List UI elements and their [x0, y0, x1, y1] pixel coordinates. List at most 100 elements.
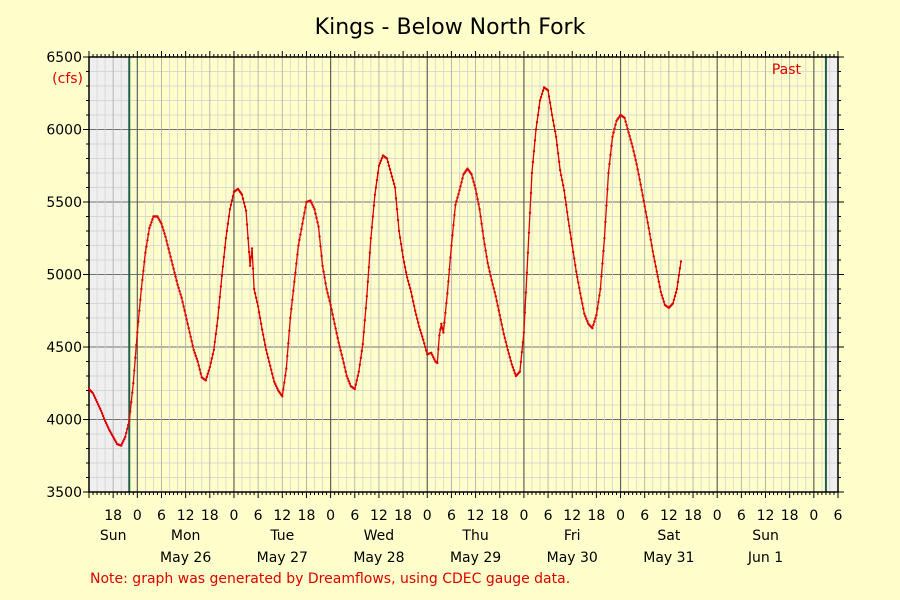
data-point — [196, 360, 199, 363]
data-point — [186, 322, 189, 325]
data-point — [346, 377, 349, 380]
data-point — [560, 179, 564, 182]
data-point — [348, 382, 351, 385]
data-point — [211, 353, 215, 356]
data-point — [641, 194, 644, 197]
data-point — [534, 128, 538, 131]
data-point — [121, 442, 124, 445]
data-point — [263, 343, 267, 347]
data-point — [316, 221, 319, 224]
data-point — [135, 343, 138, 347]
data-point — [324, 282, 327, 285]
grid-lines — [89, 56, 838, 493]
x-tick-label: 12 — [467, 508, 485, 524]
data-point — [359, 356, 363, 360]
data-point — [284, 374, 287, 377]
data-point — [165, 239, 168, 242]
data-point — [660, 293, 664, 297]
data-point — [262, 338, 266, 341]
data-point — [367, 266, 371, 269]
data-point — [387, 164, 391, 167]
data-point — [558, 168, 562, 172]
x-tick-label: 12 — [660, 508, 678, 524]
data-point — [500, 323, 503, 326]
data-point — [245, 223, 249, 226]
day-label: Wed — [364, 528, 395, 544]
data-point — [162, 229, 165, 232]
data-point — [344, 370, 347, 373]
data-point — [537, 106, 541, 109]
data-point — [339, 349, 342, 352]
data-point — [556, 152, 560, 155]
data-point — [570, 237, 573, 241]
data-point — [181, 300, 184, 304]
data-point — [472, 180, 475, 183]
x-tick-label: 0 — [809, 508, 818, 524]
data-point — [547, 95, 551, 98]
data-point — [111, 435, 115, 439]
data-point — [457, 192, 460, 196]
data-point — [433, 358, 436, 361]
data-point — [139, 298, 142, 302]
data-point — [326, 291, 329, 295]
data-point — [520, 350, 524, 354]
data-point — [260, 328, 264, 331]
x-tick-label: 18 — [394, 508, 412, 524]
data-point — [376, 171, 380, 175]
data-point — [312, 205, 315, 209]
data-point — [372, 204, 376, 207]
data-point — [528, 211, 532, 215]
data-point — [298, 238, 301, 242]
data-point — [598, 294, 601, 297]
data-point — [488, 270, 491, 273]
data-point — [672, 298, 676, 302]
data-point — [358, 363, 362, 366]
x-tick-label: 6 — [640, 508, 649, 524]
data-point — [180, 296, 183, 299]
data-point — [127, 423, 130, 427]
data-point — [503, 336, 506, 340]
data-point — [601, 262, 604, 265]
data-point — [549, 107, 553, 111]
data-point — [609, 153, 612, 157]
data-point — [206, 372, 209, 376]
data-point — [216, 316, 220, 320]
data-point — [535, 121, 539, 124]
data-point — [652, 255, 655, 258]
data-point — [98, 407, 102, 410]
data-point — [485, 255, 488, 258]
data-point — [419, 328, 422, 332]
data-point — [577, 281, 580, 284]
data-point — [409, 290, 413, 294]
data-point — [644, 210, 647, 213]
data-point — [498, 313, 501, 317]
past-label: Past — [772, 62, 802, 78]
data-point — [267, 356, 270, 360]
data-point — [311, 203, 314, 207]
x-tick-labels: 18 0 6 12 18 0 6 12 18 0 6 12 18 0 6 12 18 0 6 12 18 0 6 12 18 0 6… — [104, 508, 842, 524]
data-point — [608, 162, 611, 166]
data-point — [606, 188, 609, 191]
data-point — [123, 437, 126, 441]
data-point — [228, 208, 232, 211]
data-point — [524, 291, 528, 294]
data-point — [161, 225, 164, 229]
data-point — [368, 251, 372, 254]
data-point — [379, 159, 383, 162]
data-point — [146, 239, 149, 242]
data-point — [151, 218, 154, 221]
data-point — [144, 251, 147, 254]
data-point — [136, 331, 139, 334]
data-point — [112, 437, 116, 440]
data-point — [208, 366, 212, 369]
data-point — [487, 266, 490, 269]
data-point — [572, 250, 575, 254]
data-point — [334, 327, 337, 330]
data-point — [333, 322, 336, 325]
data-point — [489, 274, 492, 278]
data-point — [395, 208, 399, 211]
data-point — [158, 218, 161, 222]
data-point — [353, 387, 356, 391]
data-point — [168, 251, 171, 254]
data-point — [322, 270, 325, 273]
